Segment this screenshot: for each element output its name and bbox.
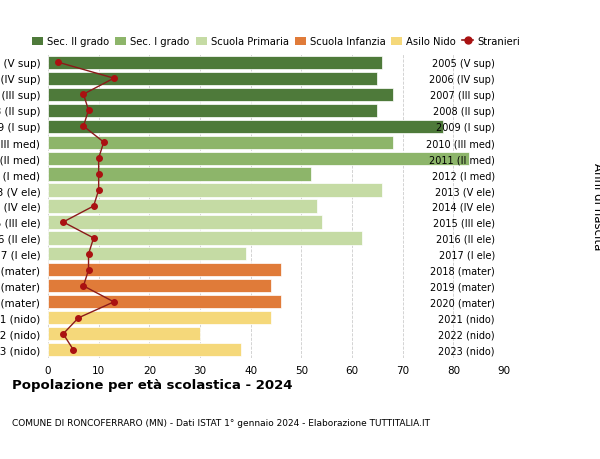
Bar: [48, 248, 245, 261]
Text: COMUNE DI RONCOFERRARO (MN) - Dati ISTAT 1° gennaio 2024 - Elaborazione TUTTITAL: COMUNE DI RONCOFERRARO (MN) - Dati ISTAT…: [12, 418, 430, 427]
Bar: [48, 280, 271, 293]
Text: Anni di nascita: Anni di nascita: [590, 163, 600, 250]
Bar: [48, 232, 362, 245]
Bar: [48, 343, 241, 357]
Bar: [48, 89, 392, 101]
Bar: [48, 104, 377, 118]
Bar: [48, 136, 392, 149]
Bar: [48, 312, 271, 325]
Bar: [48, 120, 443, 134]
Bar: [48, 168, 311, 181]
Bar: [48, 73, 377, 85]
Bar: [48, 56, 382, 70]
Bar: [48, 328, 200, 341]
Legend: Sec. II grado, Sec. I grado, Scuola Primaria, Scuola Infanzia, Asilo Nido, Stran: Sec. II grado, Sec. I grado, Scuola Prim…: [32, 37, 520, 47]
Bar: [48, 264, 281, 277]
Bar: [48, 296, 281, 309]
Bar: [48, 200, 317, 213]
Bar: [48, 152, 469, 165]
Bar: [48, 184, 382, 197]
Bar: [48, 216, 322, 229]
Text: Popolazione per età scolastica - 2024: Popolazione per età scolastica - 2024: [12, 379, 293, 392]
